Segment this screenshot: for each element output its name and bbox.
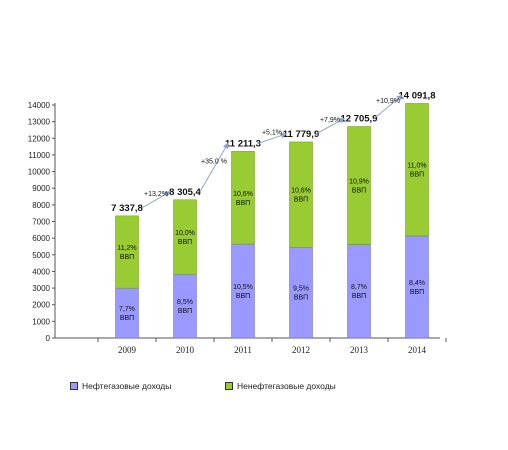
growth-label: +13,2% bbox=[144, 191, 168, 198]
x-tick-label: 2011 bbox=[234, 345, 252, 355]
bar-non-oil-gas-2009 bbox=[115, 215, 139, 289]
growth-arrow bbox=[257, 132, 287, 144]
oil-gas-gdp-label: ВВП bbox=[352, 293, 366, 300]
y-tick-label: 1000 bbox=[32, 317, 50, 326]
y-tick-label: 4000 bbox=[32, 267, 50, 276]
x-tick-label: 2012 bbox=[292, 345, 310, 355]
legend-swatch-non-oil-gas bbox=[225, 382, 233, 390]
non-oil-gas-gdp-label: ВВП bbox=[178, 239, 192, 246]
labels: 7,7% ВВП 11,2% ВВП 7 337,8 2009 8,5% ВВП 10,0% ВВ… bbox=[111, 90, 435, 355]
non-oil-gas-gdp-label: ВВП bbox=[352, 188, 366, 195]
non-oil-gas-pct-label: 10,6% bbox=[291, 188, 311, 195]
y-tick-label: 3000 bbox=[32, 284, 50, 293]
bar-non-oil-gas-2012 bbox=[289, 141, 313, 248]
non-oil-gas-pct-label: 10,6% bbox=[233, 191, 253, 198]
legend-item-oil-gas: Нефтегазовые доходы bbox=[70, 381, 171, 391]
y-tick-label: 6000 bbox=[32, 234, 50, 243]
y-tick-label: 10000 bbox=[28, 168, 51, 177]
x-tick-label: 2014 bbox=[408, 345, 427, 355]
y-tick-label: 9000 bbox=[32, 184, 50, 193]
non-oil-gas-gdp-label: ВВП bbox=[236, 200, 250, 207]
oil-gas-pct-label: 7,7% bbox=[119, 306, 135, 313]
y-tick-label: 11000 bbox=[28, 151, 50, 160]
oil-gas-pct-label: 8,7% bbox=[351, 284, 367, 291]
growth-label: +5,1% bbox=[262, 130, 282, 137]
x-tick-label: 2009 bbox=[118, 345, 137, 355]
growth-label: +7,9% bbox=[320, 117, 340, 124]
y-tick-label: 12000 bbox=[28, 134, 51, 143]
total-label-2014: 14 091,8 bbox=[399, 90, 436, 101]
y-tick-label: 7000 bbox=[32, 218, 50, 227]
non-oil-gas-pct-label: 10,0% bbox=[175, 230, 195, 237]
legend-item-non-oil-gas: Ненефтегазовые доходы bbox=[225, 381, 336, 391]
y-tick-label: 5000 bbox=[32, 251, 50, 260]
growth-label: +35,0 % bbox=[201, 159, 227, 166]
total-label-2013: 12 705,9 bbox=[341, 114, 378, 125]
non-oil-gas-pct-label: 10,9% bbox=[349, 179, 369, 186]
legend-swatch-oil-gas bbox=[70, 382, 78, 390]
bars bbox=[115, 103, 429, 339]
bar-non-oil-gas-2014 bbox=[405, 103, 429, 237]
total-label-2012: 11 779,9 bbox=[283, 129, 319, 140]
growth-label: +10,9% bbox=[376, 98, 400, 105]
total-label-2009: 7 337,8 bbox=[111, 203, 143, 214]
growth-arrow bbox=[373, 94, 403, 119]
oil-gas-gdp-label: ВВП bbox=[236, 293, 250, 300]
y-tick-label: 2000 bbox=[32, 301, 50, 310]
y-tick-label: 8000 bbox=[32, 201, 50, 210]
growth-arrow bbox=[141, 191, 171, 209]
x-tick-label: 2013 bbox=[350, 345, 369, 355]
total-label-2011: 11 211,3 bbox=[225, 138, 261, 149]
oil-gas-pct-label: 10,5% bbox=[233, 284, 253, 291]
oil-gas-pct-label: 8,4% bbox=[409, 280, 425, 287]
y-tick-label: 13000 bbox=[28, 118, 51, 127]
legend-label-non-oil-gas: Ненефтегазовые доходы bbox=[237, 381, 336, 391]
oil-gas-gdp-label: ВВП bbox=[120, 315, 134, 322]
growth-arrow bbox=[199, 142, 229, 193]
non-oil-gas-pct-label: 11,2% bbox=[117, 245, 136, 252]
bar-non-oil-gas-2013 bbox=[347, 126, 371, 245]
bar-non-oil-gas-2011 bbox=[231, 151, 255, 245]
legend: Нефтегазовые доходы Ненефтегазовые доход… bbox=[70, 381, 490, 397]
axes: 0 1000 2000 3000 4000 5000 6000 7000 8000 9000 100… bbox=[28, 101, 447, 343]
y-tick-label: 0 bbox=[46, 334, 51, 343]
growth-arrow bbox=[315, 118, 345, 135]
y-tick-label: 14000 bbox=[28, 101, 51, 110]
non-oil-gas-gdp-label: ВВП bbox=[120, 254, 134, 261]
x-tick-label: 2010 bbox=[176, 345, 195, 355]
bar-non-oil-gas-2010 bbox=[173, 199, 197, 275]
non-oil-gas-gdp-label: ВВП bbox=[410, 172, 424, 179]
oil-gas-pct-label: 8,5% bbox=[177, 299, 193, 306]
oil-gas-gdp-label: ВВП bbox=[178, 308, 192, 315]
non-oil-gas-gdp-label: ВВП bbox=[294, 197, 308, 204]
total-label-2010: 8 305,4 bbox=[169, 187, 201, 198]
non-oil-gas-pct-label: 11,0% bbox=[407, 163, 426, 170]
oil-gas-pct-label: 9,5% bbox=[293, 286, 309, 293]
oil-gas-gdp-label: ВВП bbox=[410, 289, 424, 296]
oil-gas-gdp-label: ВВП bbox=[294, 295, 308, 302]
legend-label-oil-gas: Нефтегазовые доходы bbox=[82, 381, 172, 391]
